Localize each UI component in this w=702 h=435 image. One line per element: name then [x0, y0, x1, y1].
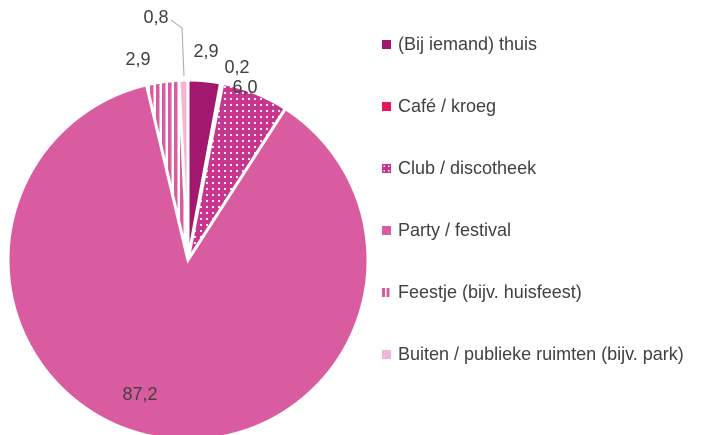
data-label: 6,0 [232, 77, 257, 97]
legend-label: Club / discotheek [398, 158, 537, 178]
pie-slice [177, 78, 190, 261]
legend-swatch [382, 288, 391, 297]
legend-item: Party / festival [380, 218, 690, 280]
legend-item: Club / discotheek [380, 156, 690, 218]
legend-swatch [382, 164, 391, 173]
leader-line [170, 19, 185, 77]
legend-swatch [382, 40, 391, 49]
legend-label: Party / festival [398, 220, 512, 240]
legend: (Bij iemand) thuis Café / kroeg Club / dis… [380, 32, 690, 404]
data-label: 2,9 [193, 41, 218, 61]
legend-label: Feestje (bijv. huisfeest) [398, 282, 582, 302]
legend-item: Café / kroeg [380, 94, 690, 156]
data-label: 0,8 [143, 7, 168, 27]
legend-item: Feestje (bijv. huisfeest) [380, 280, 690, 342]
legend-label: Buiten / publieke ruimten (bijv. park) [398, 344, 684, 364]
chart: 2,9 0,26,0 87,2 2,9 0,8 [6, 7, 370, 435]
legend-swatch [382, 226, 391, 235]
legend-item: (Bij iemand) thuis [380, 32, 690, 94]
data-label: 2,9 [125, 49, 150, 69]
legend-label: Café / kroeg [398, 96, 497, 116]
legend-item: Buiten / publieke ruimten (bijv. park) [380, 342, 690, 404]
legend-swatch [382, 102, 391, 111]
legend-swatch [382, 350, 391, 359]
pie-slice [6, 83, 370, 435]
data-label: 0,2 [224, 57, 249, 77]
legend-label: (Bij iemand) thuis [398, 34, 538, 54]
data-label: 87,2 [122, 384, 157, 404]
